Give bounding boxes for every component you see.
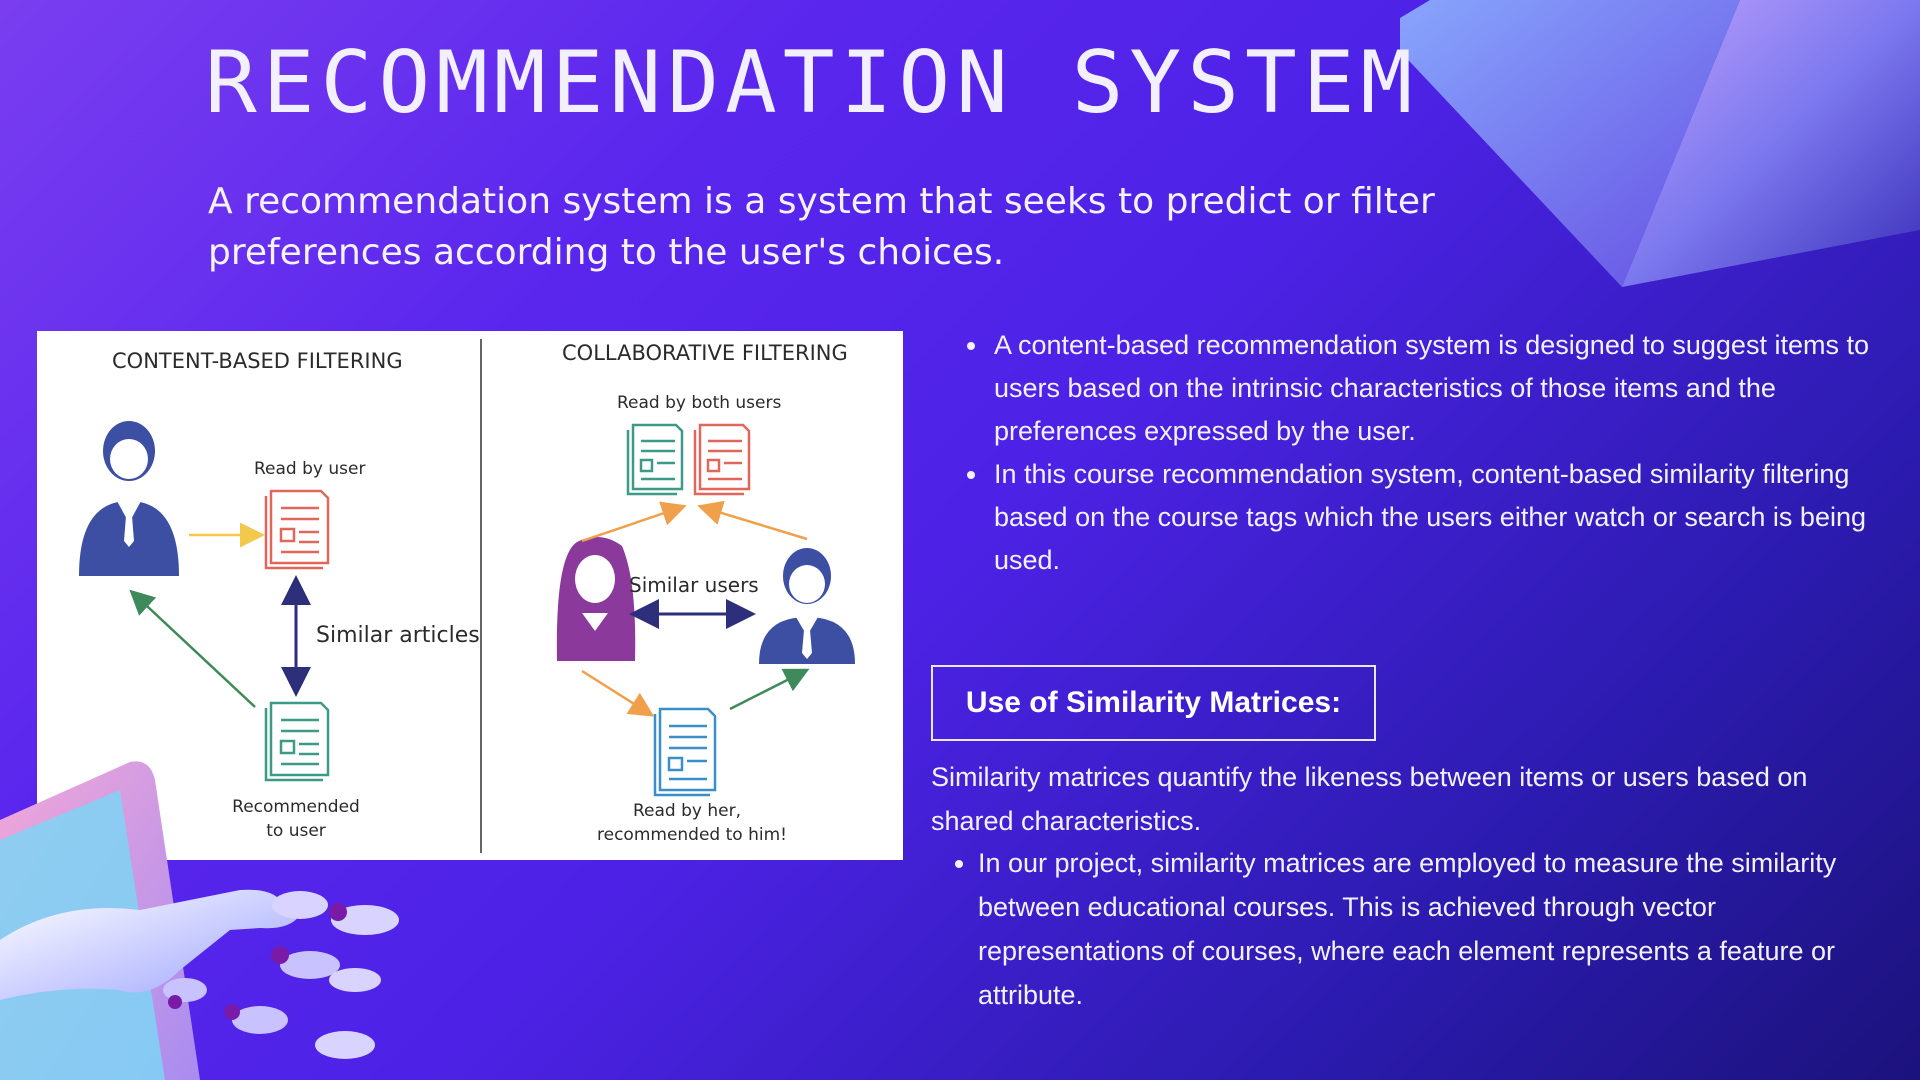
similar-articles-label: Similar articles xyxy=(316,623,480,648)
recommended-label-line1: Recommended xyxy=(232,797,360,817)
robot-hand-illustration xyxy=(0,761,399,1080)
arrow-recommend xyxy=(129,589,256,708)
arrow-recommend-him xyxy=(729,668,810,711)
similarity-heading-box: Use of Similarity Matrices: xyxy=(931,665,1376,741)
content-based-heading: CONTENT-BASED FILTERING xyxy=(112,349,403,373)
read-by-user-label: Read by user xyxy=(254,459,366,479)
arrow-her-doc xyxy=(581,669,655,717)
slide-title: RECOMMENDATION SYSTEM xyxy=(205,33,1419,133)
bullet-item: In our project, similarity matrices are … xyxy=(978,841,1898,1017)
recommended-label-line2: to user xyxy=(266,821,326,841)
document-icon-red-top xyxy=(693,423,751,496)
user-icon xyxy=(79,421,179,576)
bullet-item: A content-based recommendation system is… xyxy=(990,324,1910,453)
arrow-him-read xyxy=(697,500,808,541)
similar-users-label: Similar users xyxy=(629,573,759,597)
read-by-her-line1: Read by her, xyxy=(632,801,741,821)
similarity-paragraph: Similarity matrices quantify the likenes… xyxy=(931,762,1808,836)
collaborative-heading: COLLABORATIVE FILTERING xyxy=(562,341,848,365)
similarity-heading: Use of Similarity Matrices: xyxy=(965,686,1342,719)
document-icon-teal xyxy=(264,701,330,782)
document-icon-red xyxy=(264,489,330,570)
diagram-graphics xyxy=(79,339,855,853)
arrow-her-read xyxy=(581,501,687,543)
bullet-item: In this course recommendation system, co… xyxy=(990,453,1910,582)
read-by-her-line2: recommended to him! xyxy=(597,825,787,845)
male-user-icon xyxy=(759,548,855,664)
similarity-bullets: In our project, similarity matrices are … xyxy=(952,841,1898,1017)
document-icon-teal-top xyxy=(626,423,684,496)
slide-subtitle: A recommendation system is a system that… xyxy=(208,181,1435,273)
filtering-diagram: CONTENT-BASED FILTERING COLLABORATIVE FI… xyxy=(37,331,903,860)
prism-decoration xyxy=(1400,0,1920,287)
female-user-icon xyxy=(556,537,636,661)
content-based-bullets: A content-based recommendation system is… xyxy=(962,324,1910,582)
document-icon-blue xyxy=(653,707,717,797)
read-by-both-label: Read by both users xyxy=(617,393,782,413)
